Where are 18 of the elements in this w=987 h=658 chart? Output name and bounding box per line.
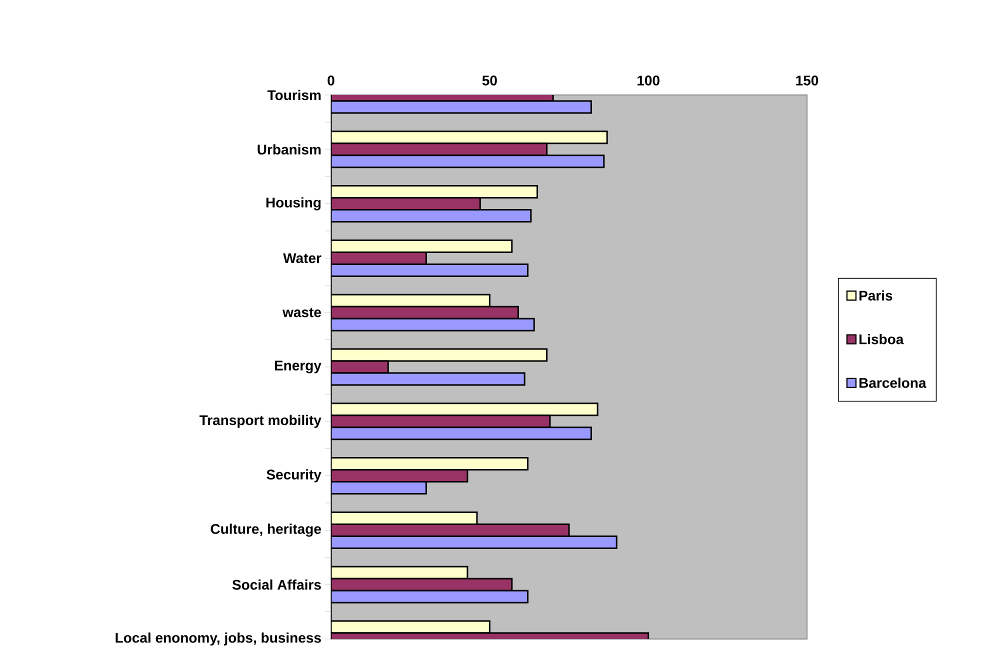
x-tick-label: 100 <box>638 76 660 86</box>
y-tick-label: Urbanism <box>258 144 321 155</box>
legend-label: Lisboa <box>859 334 904 344</box>
y-tick-label: Energy <box>274 360 322 374</box>
legend-label: Barcelona <box>859 378 926 388</box>
y-tick-label: Culture, heritage <box>210 524 321 537</box>
y-tick-label: waste <box>282 308 321 318</box>
y-tick-label: Housing <box>266 197 321 210</box>
x-tick-label: 150 <box>796 76 818 86</box>
y-tick-label: Social Affairs <box>232 579 321 590</box>
y-tick-label: Tourism <box>267 90 321 100</box>
x-tick-label: 50 <box>482 76 497 86</box>
x-tick-label: 0 <box>328 76 334 86</box>
y-tick-label: Water <box>283 253 322 264</box>
legend-label: Paris <box>859 290 892 301</box>
y-tick-label: Security <box>266 469 322 482</box>
y-tick-label: Transport mobility <box>200 414 322 428</box>
y-tick-label: Local enonomy, jobs, business <box>116 632 321 646</box>
